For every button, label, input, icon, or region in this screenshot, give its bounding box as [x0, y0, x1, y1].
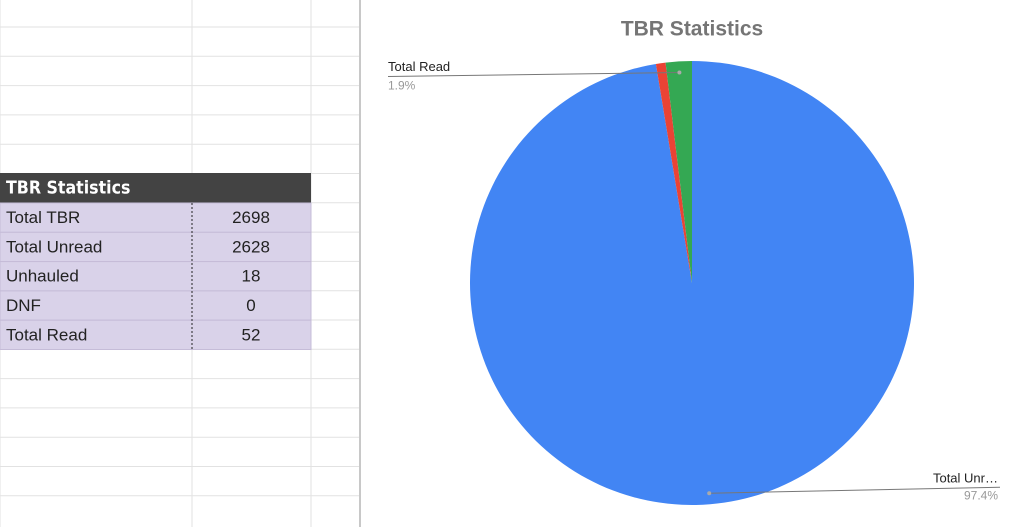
row-label: DNF [6, 296, 41, 315]
row-label: Total Unread [6, 237, 102, 256]
row-value: 0 [246, 296, 255, 315]
slice-percent: 1.9% [388, 79, 416, 93]
leader-line [387, 71, 680, 77]
row-label: Total TBR [6, 208, 80, 227]
row-label: Total Read [6, 325, 87, 344]
chart-title: TBR Statistics [621, 18, 763, 41]
table-row [0, 290, 312, 321]
leader-line [709, 486, 1001, 494]
leader-dot [677, 70, 682, 75]
table-title: TBR Statistics [6, 176, 130, 197]
pie-slice [469, 61, 914, 506]
row-value: 2628 [232, 237, 270, 256]
table-row [0, 231, 312, 263]
table-header [0, 173, 311, 203]
slice-percent: 97.4% [964, 488, 998, 502]
row-value: 52 [242, 325, 261, 344]
pie-slice [655, 62, 692, 283]
slice-label: Total Read [388, 59, 450, 74]
table-row [0, 319, 312, 351]
leader-dot [707, 491, 712, 496]
pie-slice [665, 61, 692, 283]
row-value: 18 [242, 267, 261, 286]
slice-label: Total Unr… [933, 471, 998, 486]
row-value: 2698 [232, 208, 270, 227]
table-row [0, 202, 312, 233]
row-label: Unhauled [6, 267, 79, 286]
